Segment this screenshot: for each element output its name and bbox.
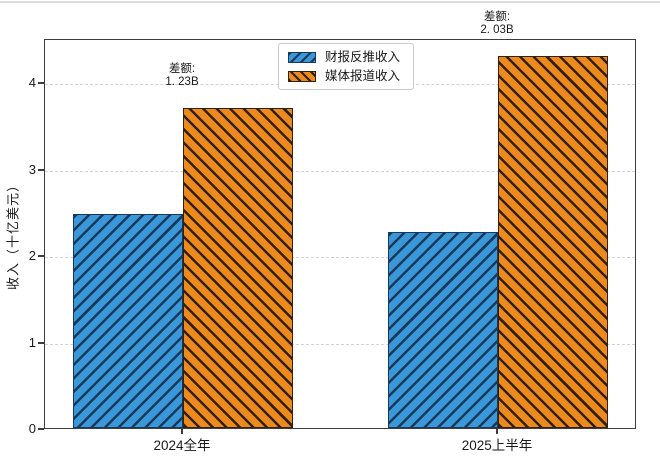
x-tick-label: 2025上半年 bbox=[461, 438, 533, 453]
y-tick-mark bbox=[38, 255, 44, 257]
y-gridline bbox=[45, 257, 635, 258]
y-tick-label: 2 bbox=[28, 248, 36, 263]
x-tick-mark bbox=[181, 429, 183, 434]
y-tick-label: 4 bbox=[28, 75, 36, 90]
legend-item-financial: 财报反推收入 bbox=[288, 50, 400, 64]
y-gridline bbox=[45, 343, 635, 345]
y-tick-mark bbox=[38, 341, 44, 344]
bar-financial-derived-0 bbox=[73, 214, 183, 428]
bar-media-reported-0 bbox=[183, 107, 293, 428]
top-divider bbox=[0, 1, 660, 3]
y-tick-mark bbox=[38, 82, 44, 84]
legend: 财报反推收入 媒体报道收入 bbox=[278, 43, 415, 90]
legend-swatch-financial-icon bbox=[288, 51, 316, 63]
y-tick-label: 3 bbox=[28, 161, 36, 177]
y-tick-mark bbox=[38, 428, 44, 430]
legend-item-media: 媒体报道收入 bbox=[288, 69, 400, 83]
x-tick-mark bbox=[496, 429, 498, 434]
y-axis-label: 收入（十亿美元） bbox=[5, 177, 21, 291]
y-gridline bbox=[45, 170, 635, 172]
x-tick-label: 2024全年 bbox=[153, 438, 211, 453]
plot-area bbox=[44, 39, 636, 429]
y-tick-mark bbox=[38, 168, 44, 171]
legend-label-financial: 财报反推收入 bbox=[325, 50, 401, 64]
legend-label-media: 媒体报道收入 bbox=[325, 69, 401, 83]
y-tick-label: 1 bbox=[28, 334, 36, 350]
y-tick-label: 0 bbox=[28, 421, 36, 436]
legend-swatch-media-icon bbox=[288, 70, 316, 82]
diff-annotation-0: 差额: 1. 23B bbox=[165, 62, 199, 88]
bar-financial-derived-1 bbox=[388, 231, 498, 428]
diff-annotation-1: 差额: 2. 03B bbox=[480, 11, 514, 37]
bar-media-reported-1 bbox=[498, 56, 608, 428]
